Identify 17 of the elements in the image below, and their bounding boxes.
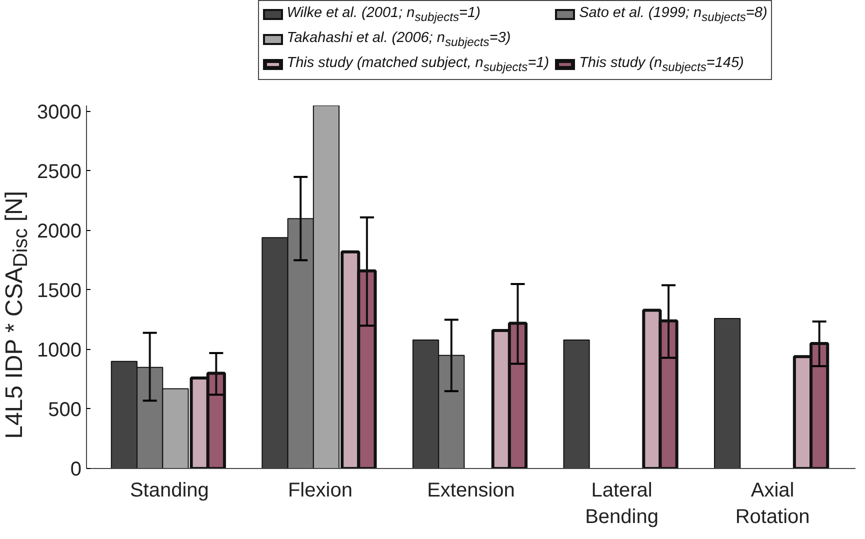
legend-label: Sato et al. (1999; n$_{subjects}$=8) (579, 4, 768, 26)
x-tick-label: Lateral Bending (585, 480, 658, 528)
legend-label: This study (matched subject, n$_{subjects}$=1) (286, 54, 550, 76)
y-tick-label: 1000 (37, 339, 82, 362)
x-tick-label: Standing (130, 480, 209, 502)
x-tick-label: Extension (427, 480, 515, 502)
y-tick-label: 0 (70, 458, 82, 480)
legend-label: Wilke et al. (2001; n$_{subjects}$=1) (286, 4, 480, 26)
y-tick-label: 2000 (37, 220, 82, 242)
y-tick-label: 500 (48, 398, 82, 421)
x-tick-label: Axial Rotation (735, 480, 810, 528)
y-tick-label: 2500 (37, 160, 82, 183)
legend-label: This study (n$_{subjects}$=145) (579, 54, 744, 76)
legend-label: Takahashi et al. (2006; n$_{subjects}$=3) (286, 28, 511, 51)
y-tick-label: 1500 (37, 280, 82, 302)
x-tick-label: Flexion (288, 480, 352, 502)
y-tick-label: 3000 (37, 101, 82, 124)
